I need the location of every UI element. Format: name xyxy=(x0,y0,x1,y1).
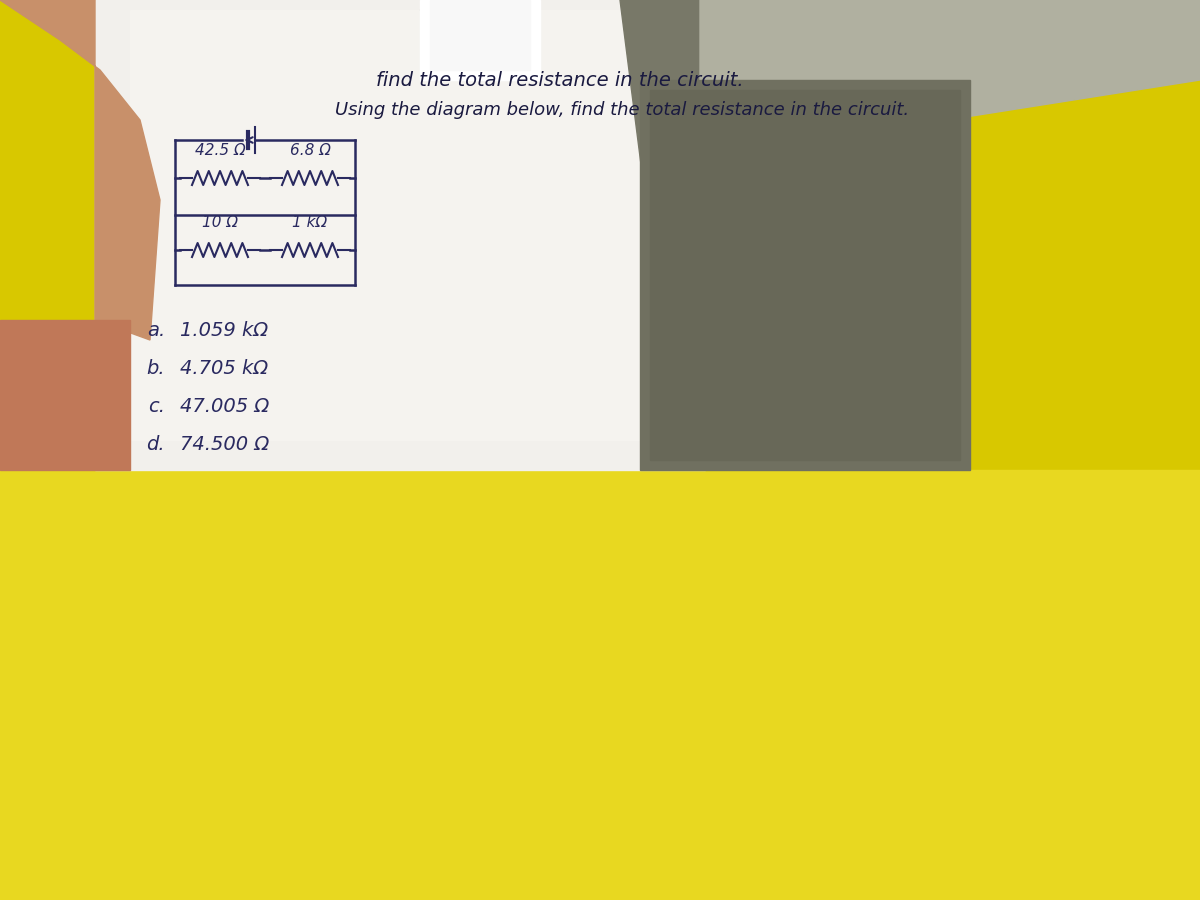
Text: 10 Ω: 10 Ω xyxy=(202,215,238,230)
Bar xyxy=(640,80,970,470)
Bar xyxy=(650,90,960,460)
Text: d.: d. xyxy=(146,435,166,454)
Bar xyxy=(430,0,530,70)
Text: Using the diagram below, find the total resistance in the circuit.: Using the diagram below, find the total … xyxy=(335,101,910,119)
Text: b.: b. xyxy=(146,358,166,377)
Bar xyxy=(130,10,670,440)
Polygon shape xyxy=(0,320,130,470)
Polygon shape xyxy=(0,0,160,340)
Text: 1.059 kΩ: 1.059 kΩ xyxy=(180,320,268,339)
Bar xyxy=(420,0,540,80)
Text: 47.005 Ω: 47.005 Ω xyxy=(180,397,269,416)
Text: 6.8 Ω: 6.8 Ω xyxy=(289,143,330,158)
Text: 42.5 Ω: 42.5 Ω xyxy=(194,143,245,158)
Text: 1 kΩ: 1 kΩ xyxy=(293,215,328,230)
Polygon shape xyxy=(700,0,1200,140)
Text: c.: c. xyxy=(148,397,166,416)
Text: a.: a. xyxy=(146,320,166,339)
Text: 74.500 Ω: 74.500 Ω xyxy=(180,435,269,454)
Bar xyxy=(95,0,706,470)
Polygon shape xyxy=(420,0,520,50)
Text: find the total resistance in the circuit.: find the total resistance in the circuit… xyxy=(376,70,744,89)
Polygon shape xyxy=(620,0,960,470)
Bar xyxy=(0,470,1200,900)
Text: 4.705 kΩ: 4.705 kΩ xyxy=(180,358,268,377)
